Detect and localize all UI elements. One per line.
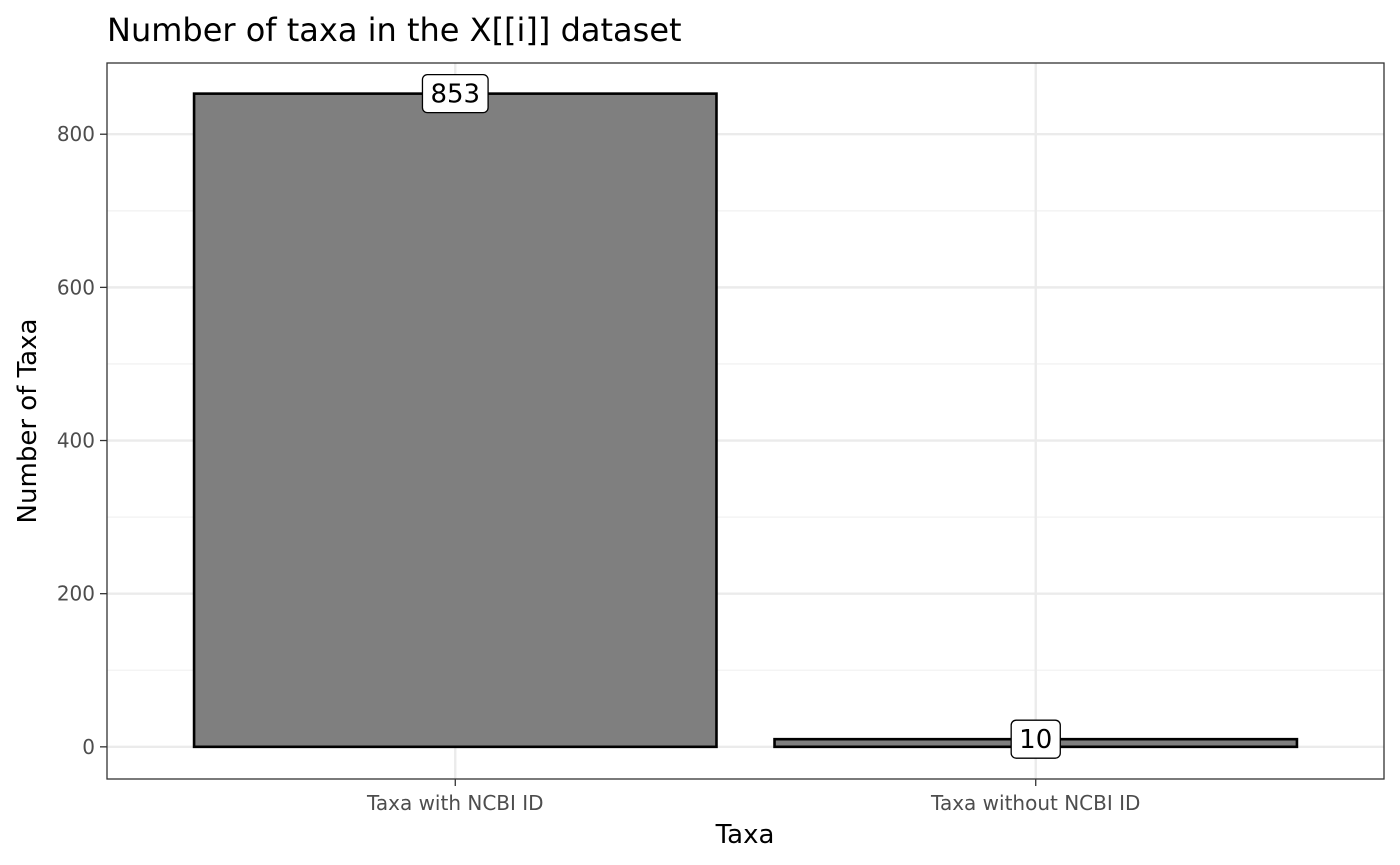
x-axis: Taxa with NCBI ID Taxa without NCBI ID (366, 779, 1140, 815)
x-axis-title: Taxa (715, 820, 775, 850)
bar-1 (192, 92, 718, 749)
data-label-text: 10 (1019, 725, 1052, 755)
y-tick-label: 400 (57, 429, 95, 453)
x-tick-label: Taxa without NCBI ID (930, 791, 1140, 815)
data-label-box (421, 73, 489, 114)
y-axis: 0 200 400 600 800 (57, 122, 107, 759)
y-tick-label: 0 (82, 735, 95, 759)
data-label-2: 10 (1010, 719, 1061, 759)
y-tick-label: 200 (57, 582, 95, 606)
chart-title: Number of taxa in the X[[i]] dataset (107, 11, 682, 49)
y-tick-label: 800 (57, 122, 95, 146)
data-labels: 853 10 (421, 73, 1061, 759)
data-label-text: 853 (430, 80, 480, 110)
plot-panel-border (106, 62, 1385, 780)
y-tick-label: 600 (57, 275, 95, 299)
data-label-1: 853 (421, 73, 489, 114)
bars (192, 92, 1299, 749)
y-axis-title: Number of Taxa (13, 319, 43, 524)
data-label-box (1010, 719, 1061, 759)
x-tick-label: Taxa with NCBI ID (366, 791, 544, 815)
